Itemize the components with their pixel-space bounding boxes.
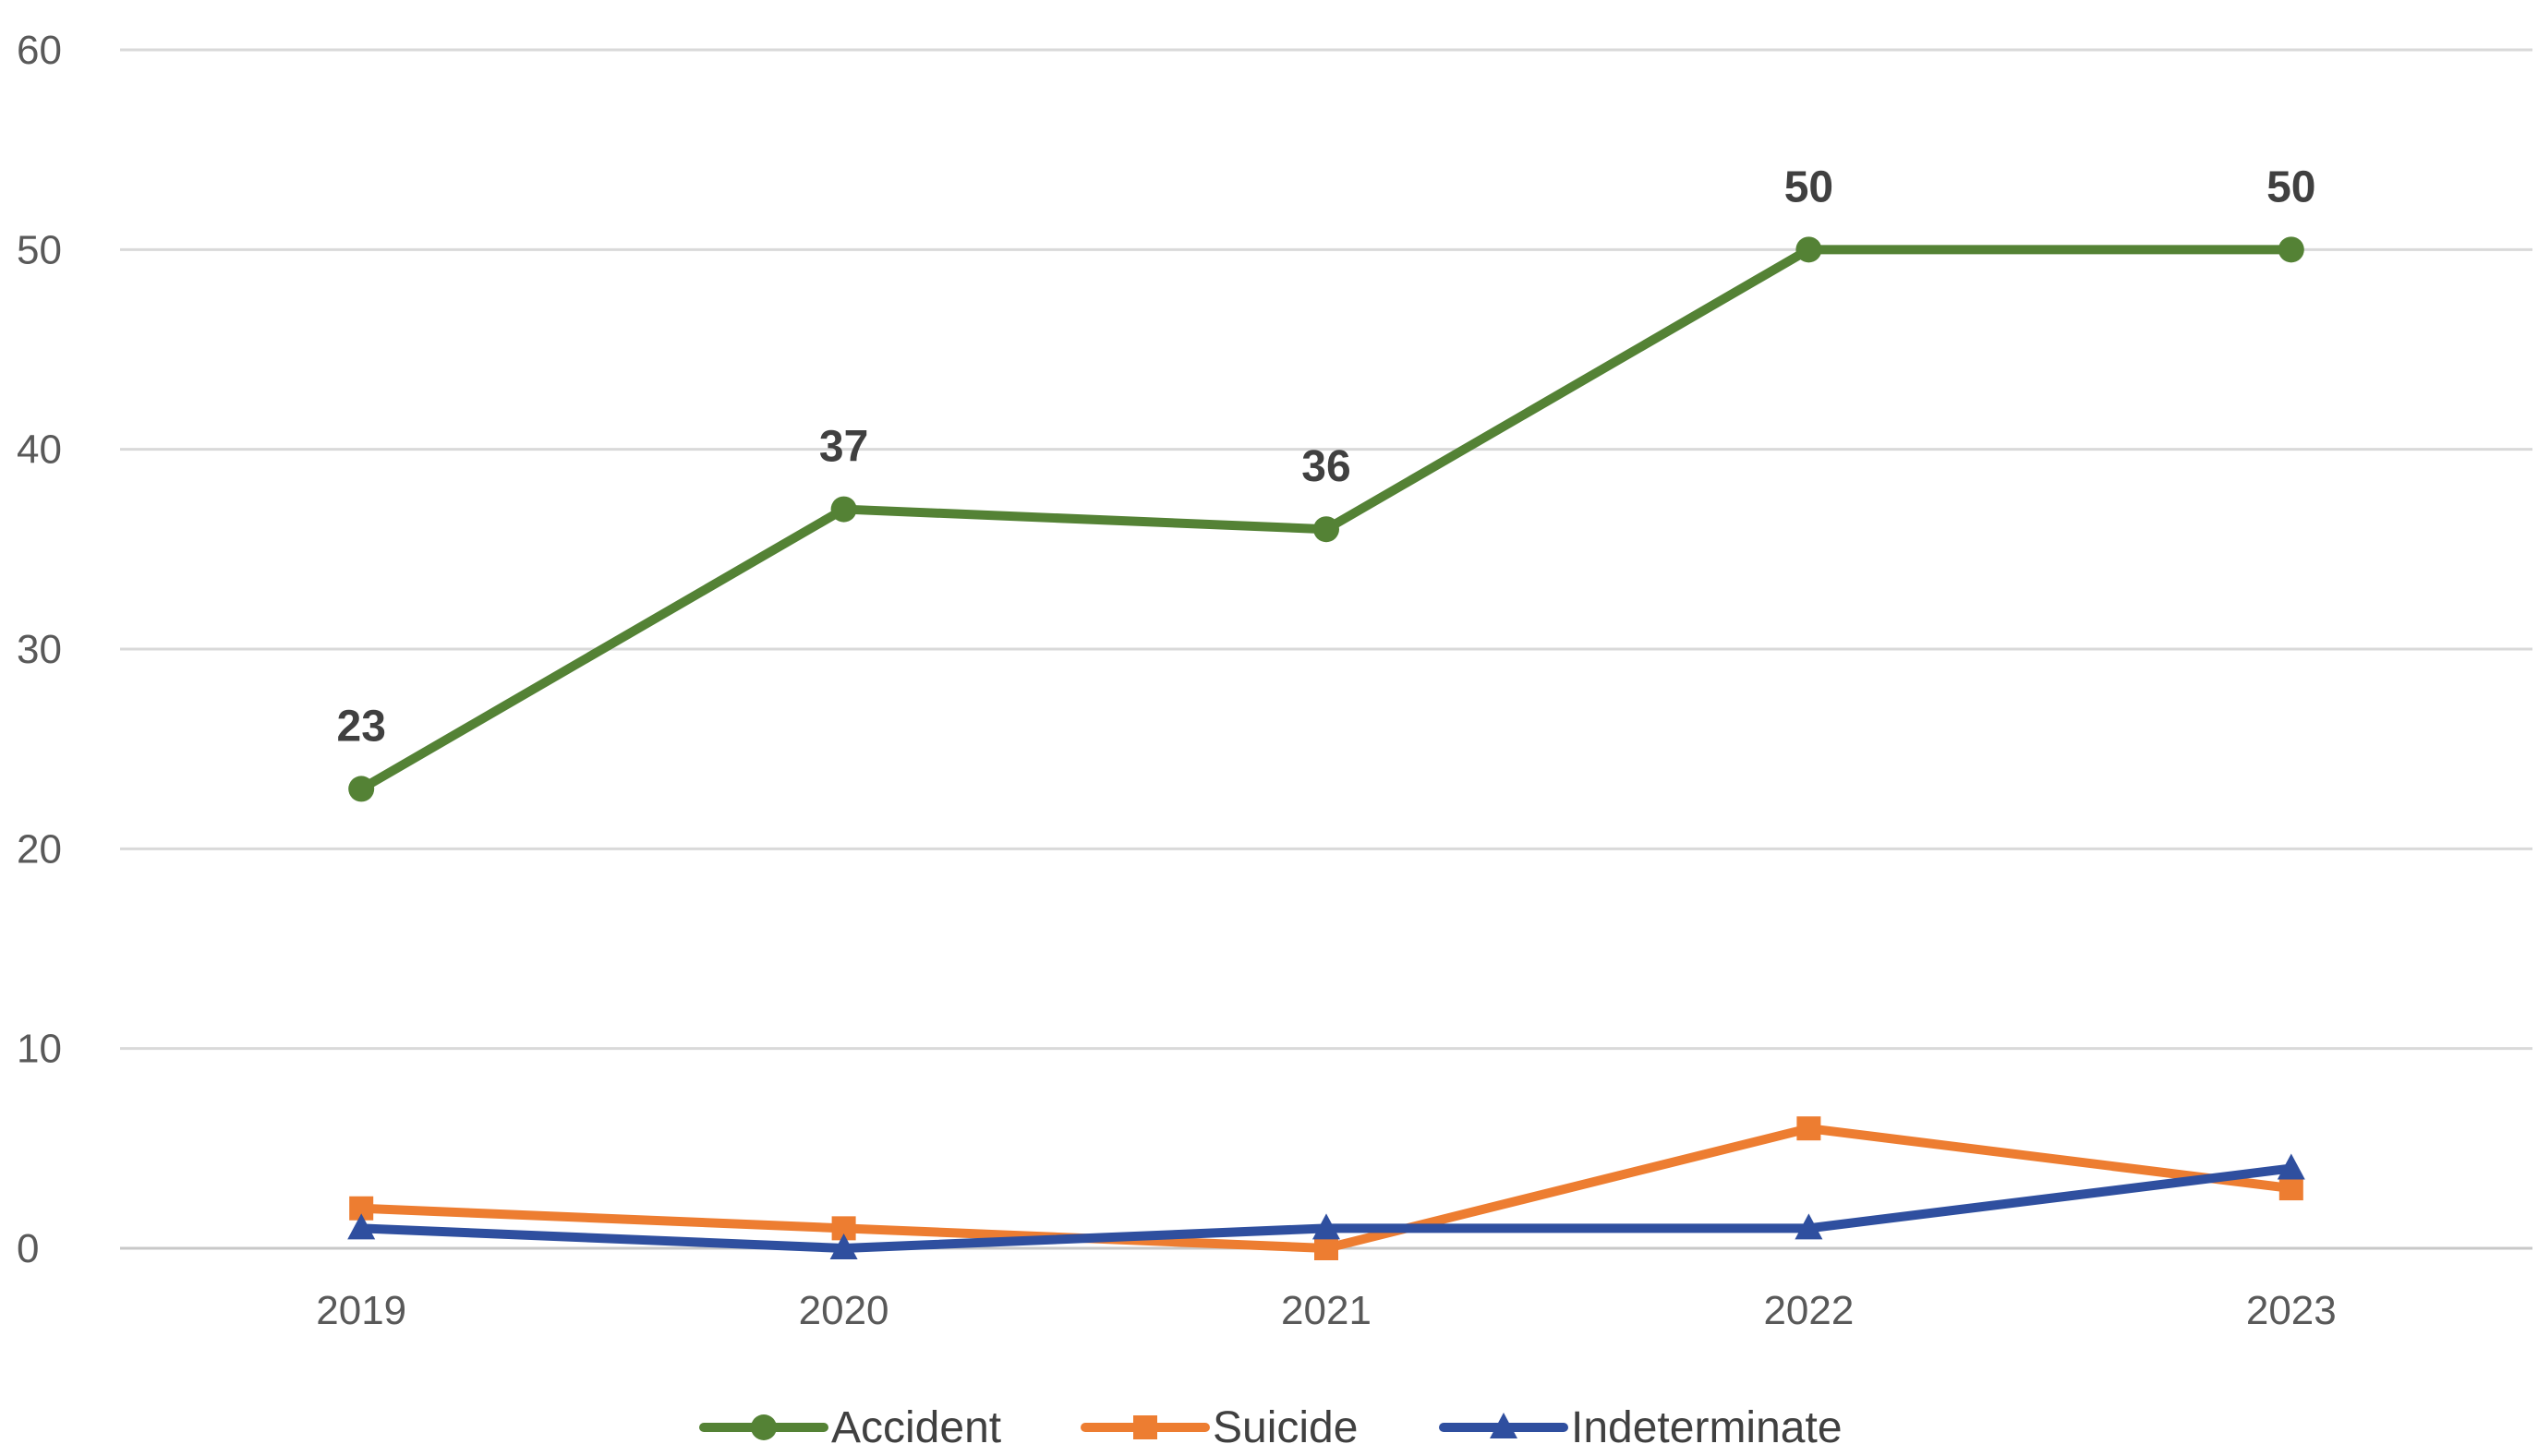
y-tick-label: 50 — [17, 227, 62, 272]
x-tick-label: 2023 — [2246, 1288, 2337, 1333]
series — [347, 236, 2305, 1260]
data-point-accident — [1795, 236, 1822, 263]
y-tick-label: 60 — [17, 28, 62, 73]
data-point-accident — [348, 776, 375, 802]
series-indeterminate — [347, 1153, 2305, 1259]
x-tick-label: 2022 — [1763, 1288, 1854, 1333]
data-label-accident: 50 — [2266, 162, 2315, 211]
data-point-indeterminate — [347, 1213, 376, 1240]
data-point-suicide — [1314, 1236, 1338, 1260]
data-point-accident — [1313, 516, 1339, 543]
x-tick-label: 2021 — [1281, 1288, 1372, 1333]
legend-item-accident: Accident — [699, 1403, 1001, 1452]
data-point-accident — [2278, 236, 2304, 263]
y-axis-tick-labels: 0 10 20 30 40 50 60 — [17, 28, 62, 1271]
series-accident — [348, 236, 2304, 802]
x-tick-label: 2019 — [316, 1288, 406, 1333]
data-label-accident: 37 — [819, 423, 868, 472]
gridlines — [120, 48, 2532, 1250]
y-tick-label: 20 — [17, 826, 62, 872]
data-point-indeterminate — [2277, 1153, 2305, 1180]
x-axis-tick-labels: 2019 2020 2021 2022 2023 — [316, 1288, 2336, 1333]
data-label-accident: 23 — [337, 702, 386, 751]
data-point-indeterminate — [1795, 1213, 1823, 1240]
y-tick-label: 30 — [17, 627, 62, 672]
legend-label-suicide: Suicide — [1213, 1403, 1358, 1451]
legend-marker-indeterminate — [1490, 1413, 1517, 1438]
legend-marker-suicide — [1133, 1415, 1157, 1439]
y-tick-label: 10 — [17, 1027, 62, 1072]
x-tick-label: 2020 — [799, 1288, 889, 1333]
data-labels: 23 37 36 50 50 — [337, 162, 2316, 751]
data-label-accident: 36 — [1301, 442, 1350, 491]
data-point-indeterminate — [829, 1233, 858, 1259]
y-tick-label: 0 — [17, 1226, 39, 1271]
data-point-suicide — [2278, 1176, 2303, 1201]
legend-marker-accident — [751, 1414, 777, 1440]
legend-label-indeterminate: Indeterminate — [1571, 1403, 1843, 1451]
data-point-accident — [830, 496, 857, 523]
legend-label-accident: Accident — [831, 1403, 1001, 1451]
data-label-accident: 50 — [1784, 162, 1833, 211]
data-point-suicide — [1796, 1116, 1821, 1141]
legend: Accident Suicide Indeterminate — [699, 1403, 1843, 1452]
data-point-indeterminate — [1312, 1213, 1340, 1240]
legend-item-suicide: Suicide — [1081, 1403, 1358, 1452]
legend-item-indeterminate: Indeterminate — [1439, 1403, 1843, 1452]
y-tick-label: 40 — [17, 427, 62, 473]
